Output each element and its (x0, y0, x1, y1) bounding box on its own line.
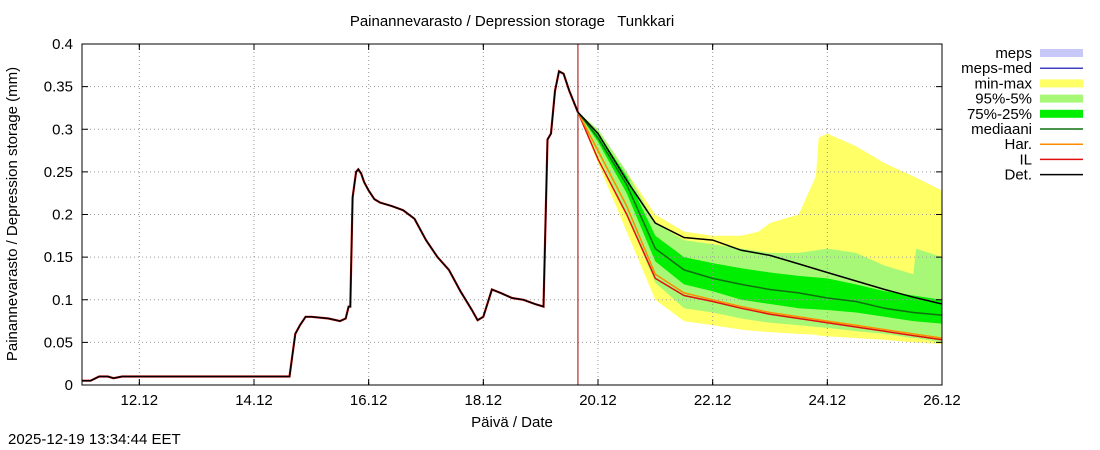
legend-swatch-minmax (1040, 79, 1083, 88)
x-tick-label: 24.12 (809, 392, 847, 409)
history-line-il (82, 69, 579, 382)
history-line-det (82, 70, 579, 382)
series-line-har (577, 111, 943, 339)
y-tick-label: 0.2 (52, 207, 73, 224)
series-line-median (577, 111, 943, 316)
legend-swatch-meps (1040, 49, 1083, 57)
x-tick-label: 14.12 (235, 392, 273, 409)
legend-label-det: Det. (1004, 167, 1032, 184)
legend-label-har: Har. (1004, 136, 1032, 153)
legend-label-meps: meps (995, 45, 1032, 62)
legend-label-meps_med: meps-med (961, 60, 1032, 77)
series-lines (82, 44, 943, 385)
legend-label-il: IL (1019, 151, 1032, 168)
axis-ticks: 0 0.05 0.1 0.15 0.2 0.25 0.3 0.35 0.4 12.12 14.12 1… (44, 36, 961, 409)
x-tick-label: 26.12 (923, 392, 961, 409)
timestamp: 2025-12-19 13:34:44 EET (8, 431, 181, 448)
x-tick-label: 18.12 (465, 392, 503, 409)
legend-swatch-p75_25 (1040, 109, 1083, 118)
x-tick-label: 20.12 (579, 392, 617, 409)
legend-label-p95_5: 95%-5% (975, 91, 1032, 108)
y-tick-label: 0.15 (44, 249, 73, 266)
x-tick-label: 16.12 (350, 392, 388, 409)
band-p75_25 (577, 112, 942, 324)
x-axis-label: Päivä / Date (471, 414, 553, 431)
y-tick-label: 0.25 (44, 164, 73, 181)
legend-label-p75_25: 75%-25% (967, 106, 1032, 123)
y-axis-label: Painannevarasto / Depression storage (mm… (4, 67, 21, 361)
y-tick-label: 0.4 (52, 36, 73, 53)
x-tick-label: 12.12 (121, 392, 159, 409)
chart-title: Painannevarasto / Depression storage Tun… (350, 13, 674, 30)
legend-label-median: mediaani (971, 121, 1032, 138)
legend: mepsmeps-medmin-max95%-5%75%-25%mediaani… (961, 45, 1083, 184)
series-line-det (577, 111, 943, 305)
y-tick-label: 0.05 (44, 334, 73, 351)
y-tick-label: 0.35 (44, 79, 73, 96)
y-tick-label: 0.1 (52, 292, 73, 309)
y-tick-label: 0.3 (52, 121, 73, 138)
legend-swatch-p95_5 (1040, 94, 1083, 103)
y-tick-label: 0 (65, 377, 73, 394)
legend-label-minmax: min-max (974, 75, 1032, 92)
series-line-il (577, 111, 943, 341)
grid-lines (82, 44, 942, 385)
plot-frame (81, 43, 943, 386)
x-tick-label: 22.12 (694, 392, 732, 409)
